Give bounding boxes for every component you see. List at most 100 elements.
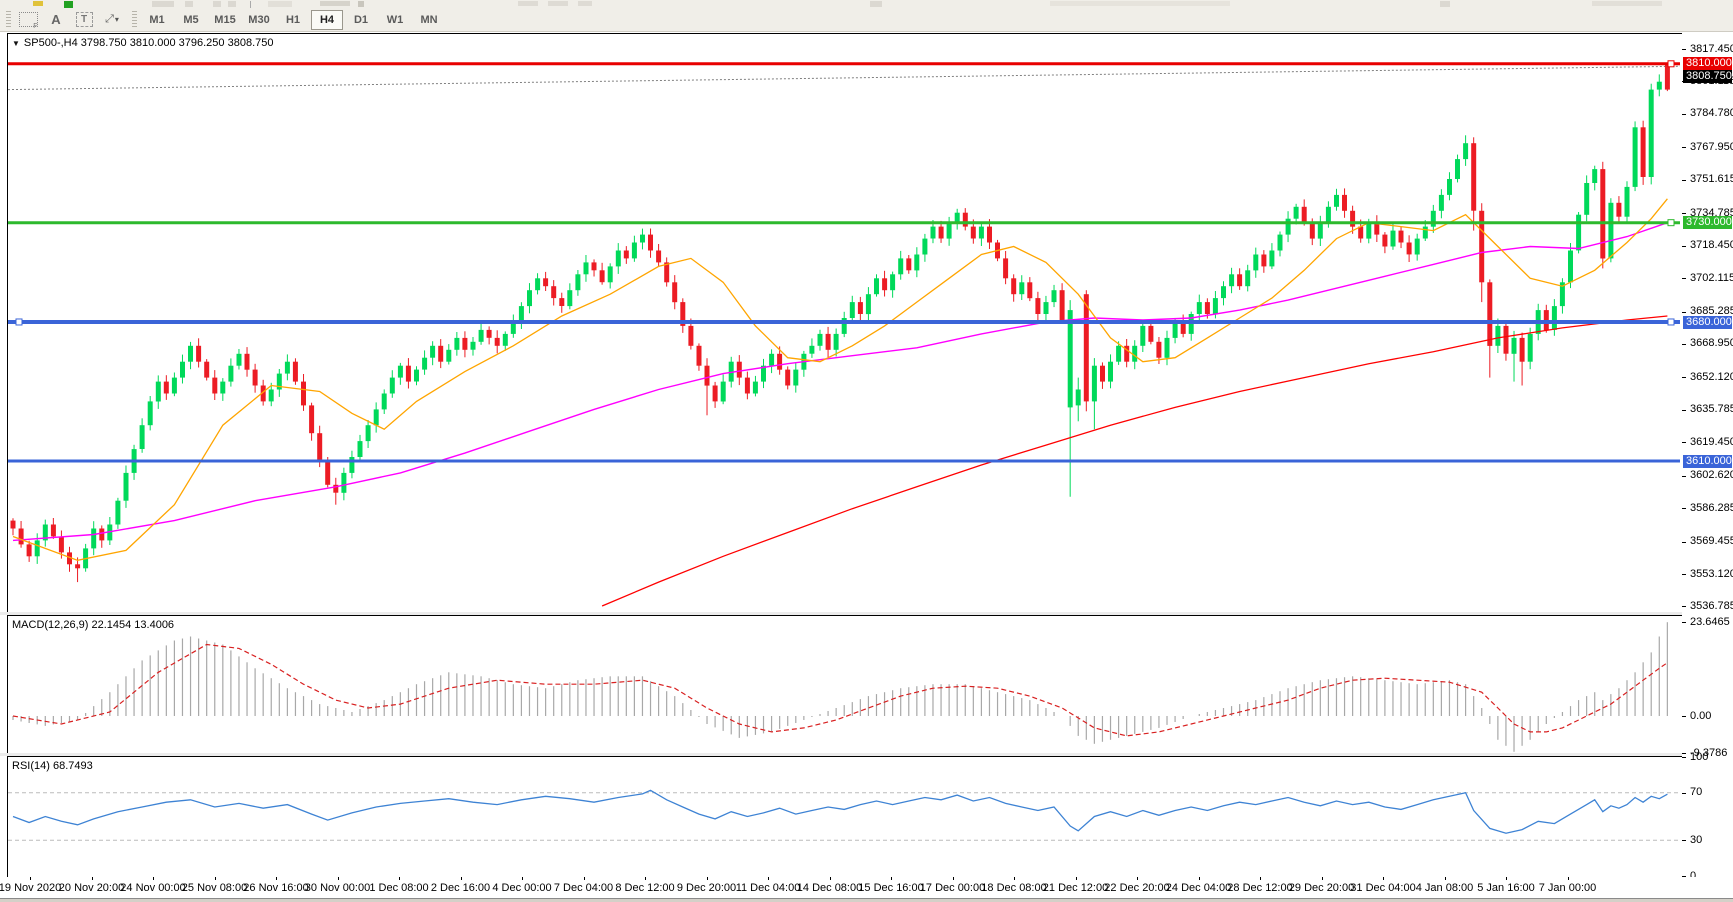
date-tick <box>1260 877 1261 880</box>
date-label: 21 Dec 12:00 <box>1042 882 1109 894</box>
symbol-dropdown-icon[interactable]: ▼ <box>12 38 20 48</box>
timeframe-button-m15[interactable]: M15 <box>214 13 236 26</box>
axis-tick <box>1682 753 1686 755</box>
macd-chart[interactable] <box>8 616 1680 752</box>
axis-tick <box>1682 622 1686 623</box>
level-handle-3730[interactable] <box>1667 219 1675 227</box>
axis-tick <box>1682 475 1686 477</box>
axis-tick <box>1682 213 1686 215</box>
date-tick <box>276 877 277 880</box>
toolbar-fragment <box>152 1 174 7</box>
date-tick <box>1198 877 1200 880</box>
rsi-pane[interactable]: RSI(14) 68.7493 <box>7 756 1683 879</box>
timeframe-button-mn[interactable]: MN <box>420 13 438 26</box>
toolbar-fragment <box>358 1 364 7</box>
toolbar-fragment <box>33 1 43 6</box>
price-chart-pane[interactable]: ▼ SP500-,H4 3798.750 3810.000 3796.250 3… <box>7 33 1683 614</box>
macd-label: MACD(12,26,9) 22.1454 13.4006 <box>12 619 175 631</box>
axis-tick <box>1682 757 1686 758</box>
date-label: 26 Nov 16:00 <box>243 882 309 894</box>
timeframe-button-m5[interactable]: M5 <box>183 13 199 26</box>
date-tick <box>1383 877 1384 880</box>
date-tick <box>1014 877 1015 880</box>
axis-tick <box>1682 179 1686 181</box>
pane-splitter[interactable] <box>0 612 1733 615</box>
date-tick <box>522 877 523 880</box>
price-axis[interactable]: 3817.4503801.1153784.7803767.9503751.615… <box>1682 33 1733 899</box>
toolbar-fragment <box>1050 1 1230 6</box>
date-tick <box>768 877 769 880</box>
timeframe-button-d1[interactable]: D1 <box>353 13 369 26</box>
date-tick <box>91 877 93 880</box>
toolbar-fragment <box>870 1 882 7</box>
rsi-label: RSI(14) 68.7493 <box>12 760 93 772</box>
level-handle-3810[interactable] <box>1667 60 1675 68</box>
toolbar-fragment <box>548 1 568 6</box>
rsi-tick-label: 100 <box>1690 750 1709 763</box>
date-tick <box>460 877 462 880</box>
date-label: 8 Dec 12:00 <box>615 882 675 894</box>
rsi-line <box>12 789 1668 834</box>
candlestick-chart[interactable] <box>8 34 1680 611</box>
macd-tick-label: -9.3786 <box>1690 746 1728 759</box>
timeframe-button-h1[interactable]: H1 <box>285 13 301 26</box>
price-tick-label: 3767.950 <box>1690 140 1733 153</box>
timeframe-button-h4[interactable]: H4 <box>311 9 343 30</box>
date-label: 5 Jan 16:00 <box>1477 882 1535 894</box>
axis-tick <box>1682 792 1686 794</box>
dotted-grid-icon[interactable] <box>15 10 41 30</box>
level-badge-3730: 3730.000 <box>1683 216 1732 230</box>
price-tick-label: 3553.120 <box>1690 567 1733 580</box>
arrow-styles-icon[interactable]: ⤢ ▾ <box>105 13 119 25</box>
date-label: 28 Dec 12:00 <box>1227 882 1293 894</box>
date-tick <box>30 877 31 880</box>
toolbar-fragment <box>518 1 538 6</box>
macd-tick-label: 0.00 <box>1690 709 1712 722</box>
date-tick <box>829 877 831 880</box>
date-label: 25 Nov 08:00 <box>181 882 248 894</box>
date-tick <box>952 877 954 880</box>
date-label: 7 Dec 04:00 <box>553 882 614 894</box>
toolbar-grip-2[interactable] <box>132 10 137 29</box>
level-handle-left-3680[interactable] <box>15 318 23 326</box>
level-badge-3680: 3680.000 <box>1683 315 1732 329</box>
price-tick-label: 3817.450 <box>1690 42 1733 55</box>
price-tick-label: 3718.450 <box>1690 239 1733 252</box>
axis-tick <box>1682 377 1686 379</box>
date-label: 18 Dec 08:00 <box>981 882 1047 894</box>
chart-title-row: ▼ SP500-,H4 3798.750 3810.000 3796.250 3… <box>12 37 273 49</box>
timeframe-button-m1[interactable]: M1 <box>149 13 165 26</box>
ma-fast-line <box>12 198 1668 561</box>
date-tick <box>1137 877 1138 880</box>
current-price-badge: 3808.750 <box>1683 70 1732 84</box>
date-tick <box>583 877 585 880</box>
axis-tick <box>1682 113 1686 115</box>
price-tick-label: 3685.285 <box>1690 305 1733 317</box>
toolbar-fragment <box>268 1 292 7</box>
date-label: 14 Dec 08:00 <box>796 882 863 894</box>
pane-splitter-2[interactable] <box>0 753 1733 756</box>
text-label-icon[interactable]: A <box>51 12 61 27</box>
date-label: 24 Dec 04:00 <box>1165 882 1232 894</box>
date-axis[interactable]: 19 Nov 2020 20 Nov 20:00 24 Nov 00:00 25 No… <box>0 877 1733 898</box>
date-label: 30 Nov 00:00 <box>304 882 371 894</box>
timeframe-button-m30[interactable]: M30 <box>248 13 270 26</box>
axis-tick <box>1682 147 1686 149</box>
toolbar-grip[interactable] <box>6 10 11 29</box>
text-box-icon[interactable]: T <box>71 10 97 30</box>
macd-pane[interactable]: MACD(12,26,9) 22.1454 13.4006 <box>7 615 1683 755</box>
axis-tick <box>1682 245 1686 247</box>
axis-tick <box>1682 508 1686 510</box>
date-label: 20 Nov 20:00 <box>58 882 125 894</box>
price-tick-label: 3635.785 <box>1690 403 1733 416</box>
rsi-chart[interactable] <box>8 757 1680 876</box>
price-tick-label: 3619.450 <box>1690 435 1733 448</box>
price-tick-label: 3668.950 <box>1690 337 1733 350</box>
toolbar-fragment <box>185 1 193 7</box>
timeframe-button-w1[interactable]: W1 <box>386 13 404 26</box>
level-handle-3680[interactable] <box>1667 318 1675 326</box>
price-tick-label: 3784.780 <box>1690 107 1733 120</box>
rsi-tick-label: 70 <box>1690 786 1703 799</box>
axis-tick <box>1682 840 1686 842</box>
